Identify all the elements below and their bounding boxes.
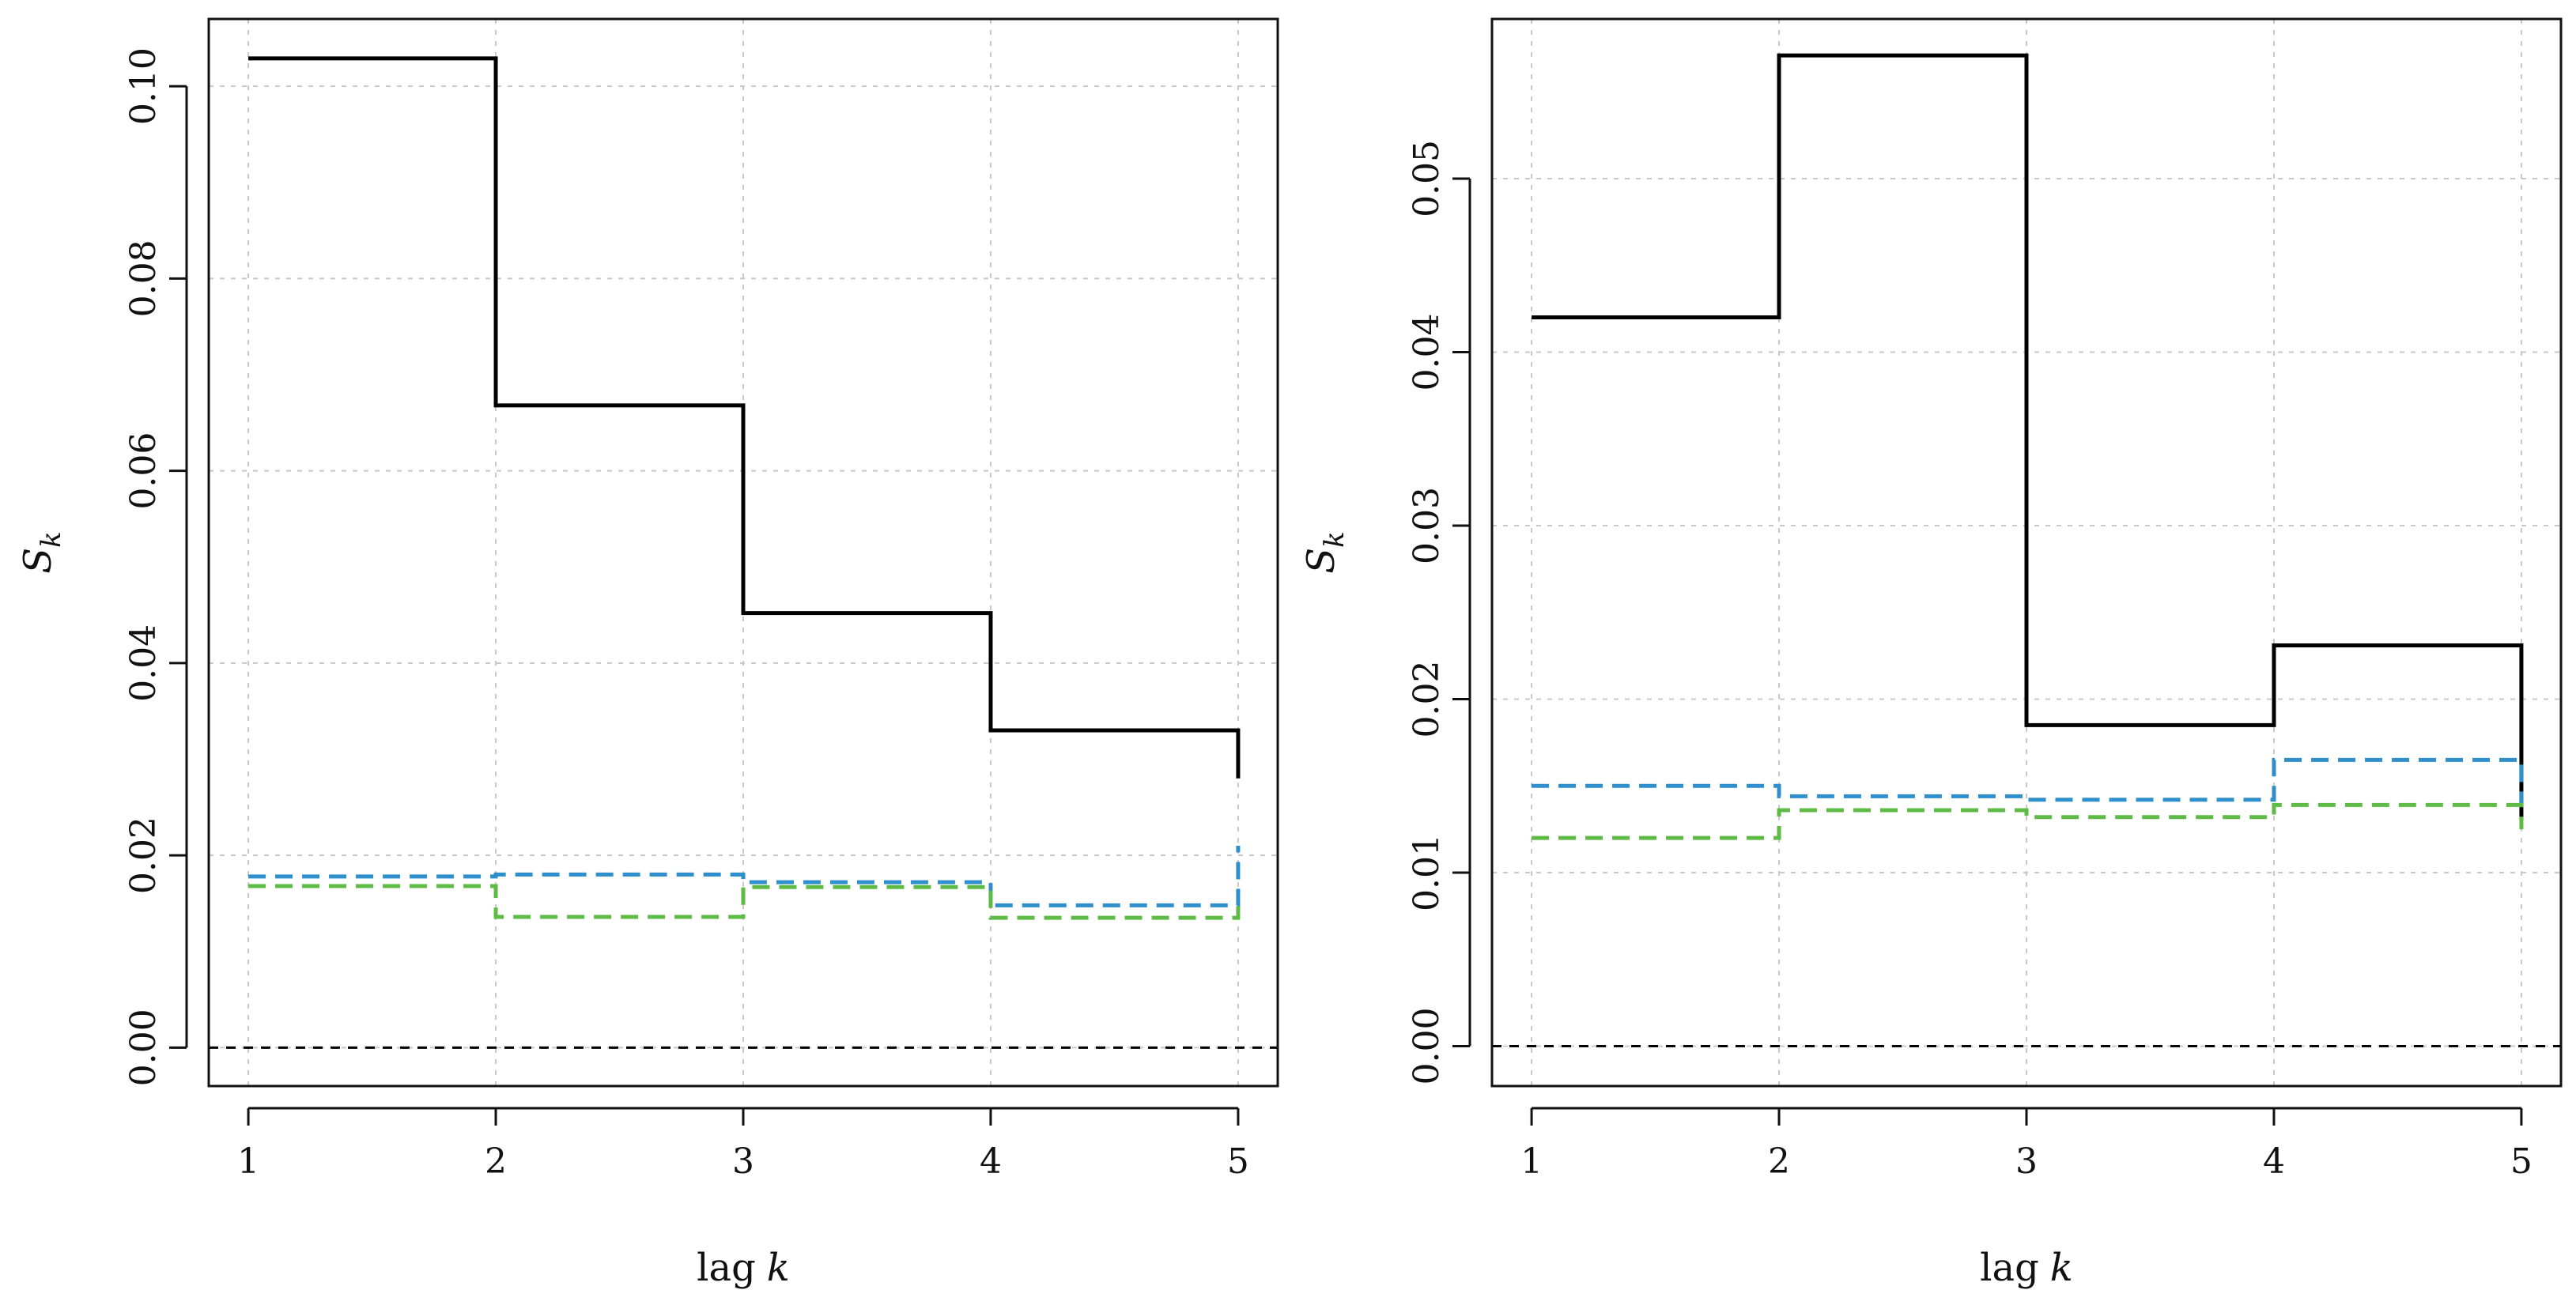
y-tick-label-3: 0.04 [123, 624, 164, 702]
y-tick-label-5: 0.04 [1407, 313, 1447, 390]
y-tick-label-2: 0.02 [123, 817, 164, 894]
x-tick-label-3: 3 [732, 1141, 754, 1182]
y-tick-label-3: 0.02 [1407, 661, 1447, 738]
x-tick-label-5: 5 [1227, 1141, 1249, 1182]
x-axis-title-var: k [2050, 1246, 2073, 1290]
y-axis-title-main: S [1299, 548, 1343, 574]
y-tick-label-2: 0.01 [1407, 834, 1447, 911]
y-axis-title-subscript: k [1319, 531, 1350, 548]
x-axis-title-word: lag [697, 1246, 756, 1290]
x-tick-label-2: 2 [485, 1141, 507, 1182]
x-tick-label-4: 4 [980, 1141, 1002, 1182]
series-line-observed [1532, 53, 2524, 821]
y-tick-label-6: 0.10 [123, 47, 164, 125]
y-axis-title-subscript: k [36, 531, 67, 548]
x-tick-label-2: 2 [1768, 1141, 1790, 1182]
series-line-observed [248, 56, 1241, 779]
series-line-blue [1532, 757, 2524, 804]
series-line-blue [248, 845, 1241, 907]
series-line-green [1532, 802, 2524, 840]
y-axis-title: Sk [1299, 531, 1350, 574]
plot-frame [207, 17, 1279, 1088]
y-tick-label-4: 0.03 [1407, 487, 1447, 564]
y-tick-label-5: 0.08 [123, 240, 164, 317]
x-tick-label-4: 4 [2263, 1141, 2285, 1182]
x-axis-title-word: lag [1980, 1246, 2039, 1290]
y-tick-label-1: 0.00 [123, 1009, 164, 1086]
y-tick-label-6: 0.05 [1407, 140, 1447, 217]
y-tick-label-1: 0.00 [1407, 1008, 1447, 1085]
plot-frame [1490, 17, 2563, 1088]
x-tick-label-5: 5 [2510, 1141, 2533, 1182]
x-tick-label-1: 1 [1520, 1141, 1543, 1182]
series-line-green [248, 884, 1241, 920]
x-axis-title-var: k [767, 1246, 790, 1290]
y-tick-label-4: 0.06 [123, 432, 164, 510]
x-axis-title: lag k [1980, 1246, 2073, 1290]
x-tick-label-3: 3 [2015, 1141, 2038, 1182]
x-tick-label-1: 1 [237, 1141, 259, 1182]
x-axis-title: lag k [697, 1246, 790, 1290]
y-axis-title-main: S [16, 548, 60, 574]
y-axis-title: Sk [16, 531, 67, 574]
